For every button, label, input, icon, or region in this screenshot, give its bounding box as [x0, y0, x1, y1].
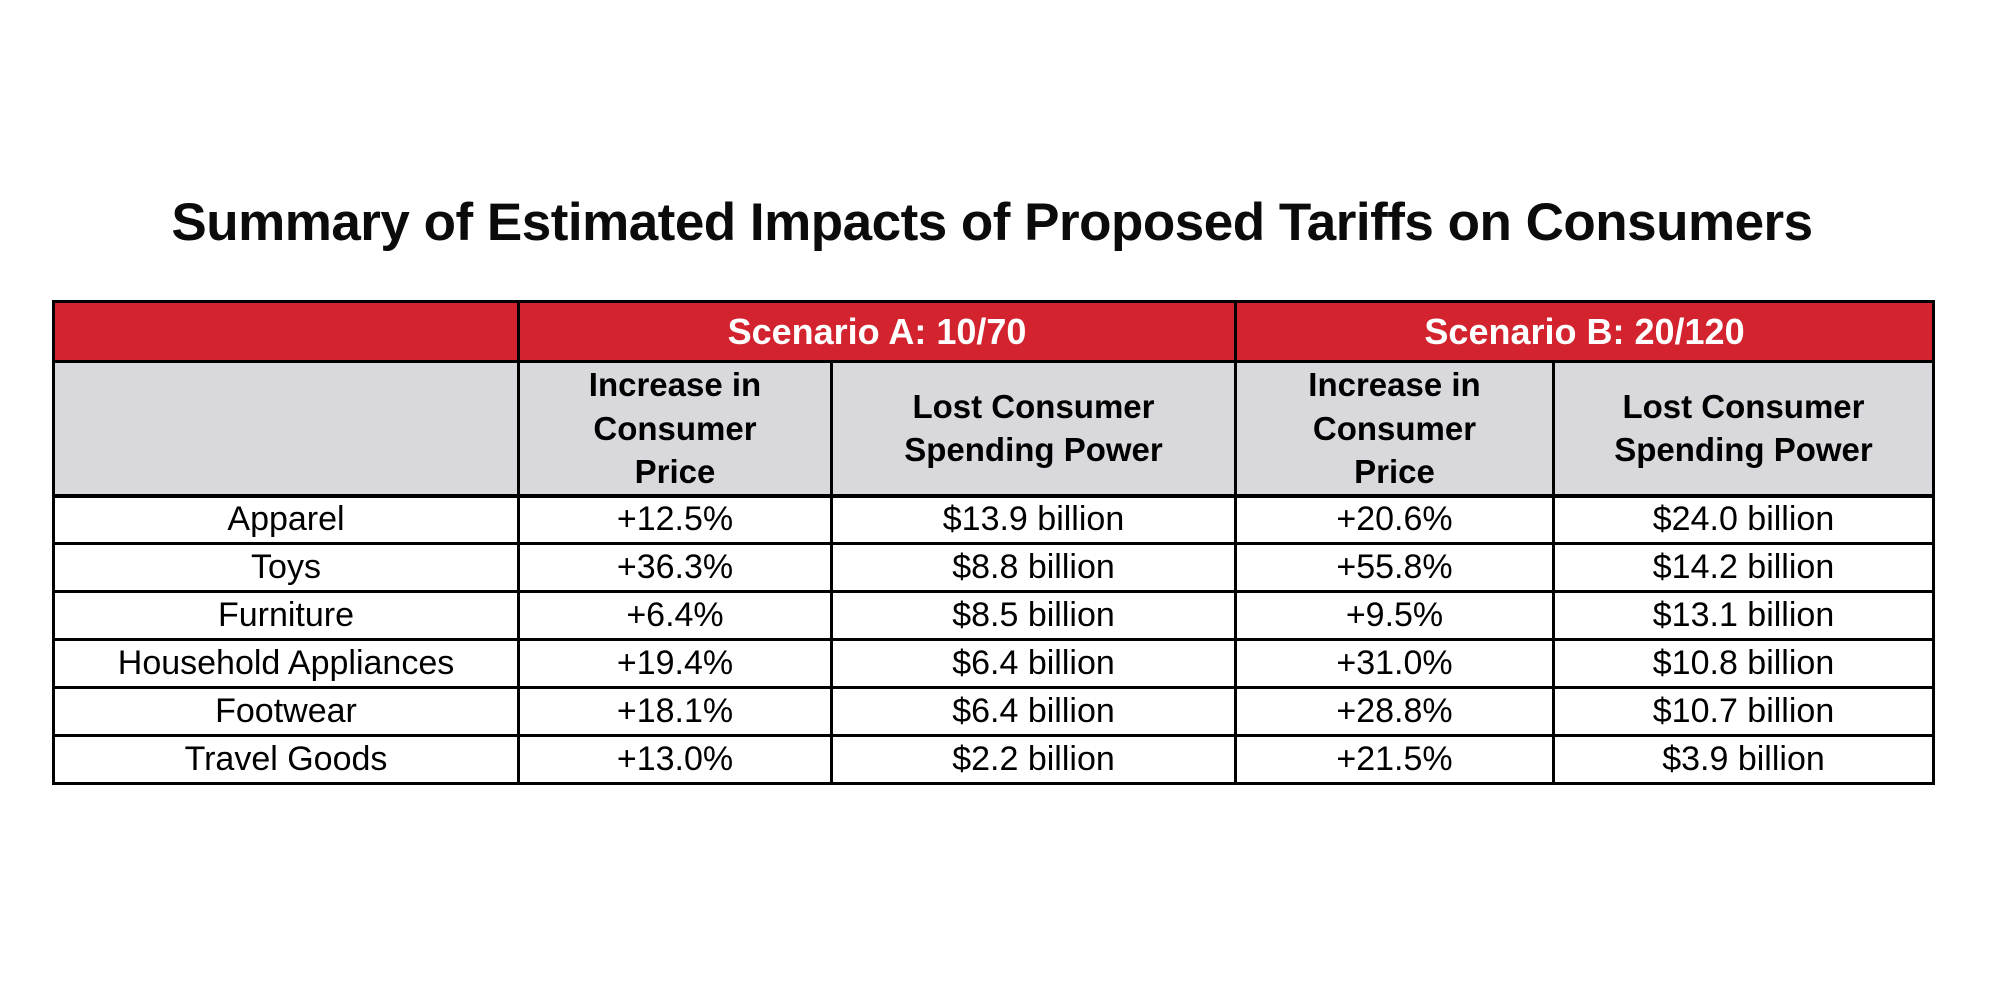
lost-spending-a-cell: $6.4 billion	[830, 638, 1237, 690]
lost-spending-a-cell: $6.4 billion	[830, 686, 1237, 738]
column-header-lost-spending-b: Lost Consumer Spending Power	[1551, 359, 1936, 498]
lost-spending-b-cell: $14.2 billion	[1551, 542, 1936, 594]
price-increase-b-cell: +31.0%	[1234, 638, 1555, 690]
column-header-row: Increase in Consumer Price Lost Consumer…	[52, 359, 1936, 498]
lost-spending-b-cell: $24.0 billion	[1551, 494, 1936, 546]
lost-spending-b-cell: $3.9 billion	[1551, 734, 1936, 786]
price-increase-a-cell: +36.3%	[517, 542, 833, 594]
category-cell: Furniture	[52, 590, 520, 642]
price-increase-b-cell: +21.5%	[1234, 734, 1555, 786]
category-cell: Travel Goods	[52, 734, 520, 786]
scenario-a-header: Scenario A: 10/70	[517, 300, 1237, 363]
price-increase-a-cell: +12.5%	[517, 494, 833, 546]
column-header-empty-cell	[52, 359, 520, 498]
category-cell: Footwear	[52, 686, 520, 738]
scenario-header-empty-cell	[52, 300, 520, 363]
column-header-lost-spending-a: Lost Consumer Spending Power	[830, 359, 1237, 498]
table-row-travel-goods: Travel Goods +13.0% $2.2 billion +21.5% …	[52, 734, 1936, 786]
table-row-apparel: Apparel +12.5% $13.9 billion +20.6% $24.…	[52, 494, 1936, 546]
table-row-furniture: Furniture +6.4% $8.5 billion +9.5% $13.1…	[52, 590, 1936, 642]
price-increase-b-cell: +28.8%	[1234, 686, 1555, 738]
price-increase-a-cell: +13.0%	[517, 734, 833, 786]
price-increase-b-cell: +55.8%	[1234, 542, 1555, 594]
column-header-increase-price-b: Increase in Consumer Price	[1234, 359, 1555, 498]
price-increase-b-cell: +9.5%	[1234, 590, 1555, 642]
category-cell: Toys	[52, 542, 520, 594]
table-row-household-appliances: Household Appliances +19.4% $6.4 billion…	[52, 638, 1936, 690]
column-header-increase-price-a: Increase in Consumer Price	[517, 359, 833, 498]
price-increase-a-cell: +19.4%	[517, 638, 833, 690]
lost-spending-b-cell: $13.1 billion	[1551, 590, 1936, 642]
price-increase-b-cell: +20.6%	[1234, 494, 1555, 546]
category-cell: Apparel	[52, 494, 520, 546]
tariff-impact-table: Scenario A: 10/70 Scenario B: 20/120 Inc…	[52, 300, 1936, 786]
price-increase-a-cell: +6.4%	[517, 590, 833, 642]
lost-spending-a-cell: $2.2 billion	[830, 734, 1237, 786]
table-row-toys: Toys +36.3% $8.8 billion +55.8% $14.2 bi…	[52, 542, 1936, 594]
lost-spending-a-cell: $8.8 billion	[830, 542, 1237, 594]
lost-spending-a-cell: $8.5 billion	[830, 590, 1237, 642]
page-title: Summary of Estimated Impacts of Proposed…	[171, 193, 1813, 252]
table-row-footwear: Footwear +18.1% $6.4 billion +28.8% $10.…	[52, 686, 1936, 738]
lost-spending-a-cell: $13.9 billion	[830, 494, 1237, 546]
scenario-b-header: Scenario B: 20/120	[1233, 300, 1936, 363]
category-cell: Household Appliances	[52, 638, 520, 690]
lost-spending-b-cell: $10.8 billion	[1551, 638, 1936, 690]
lost-spending-b-cell: $10.7 billion	[1551, 686, 1936, 738]
price-increase-a-cell: +18.1%	[517, 686, 833, 738]
scenario-header-row: Scenario A: 10/70 Scenario B: 20/120	[52, 300, 1936, 363]
